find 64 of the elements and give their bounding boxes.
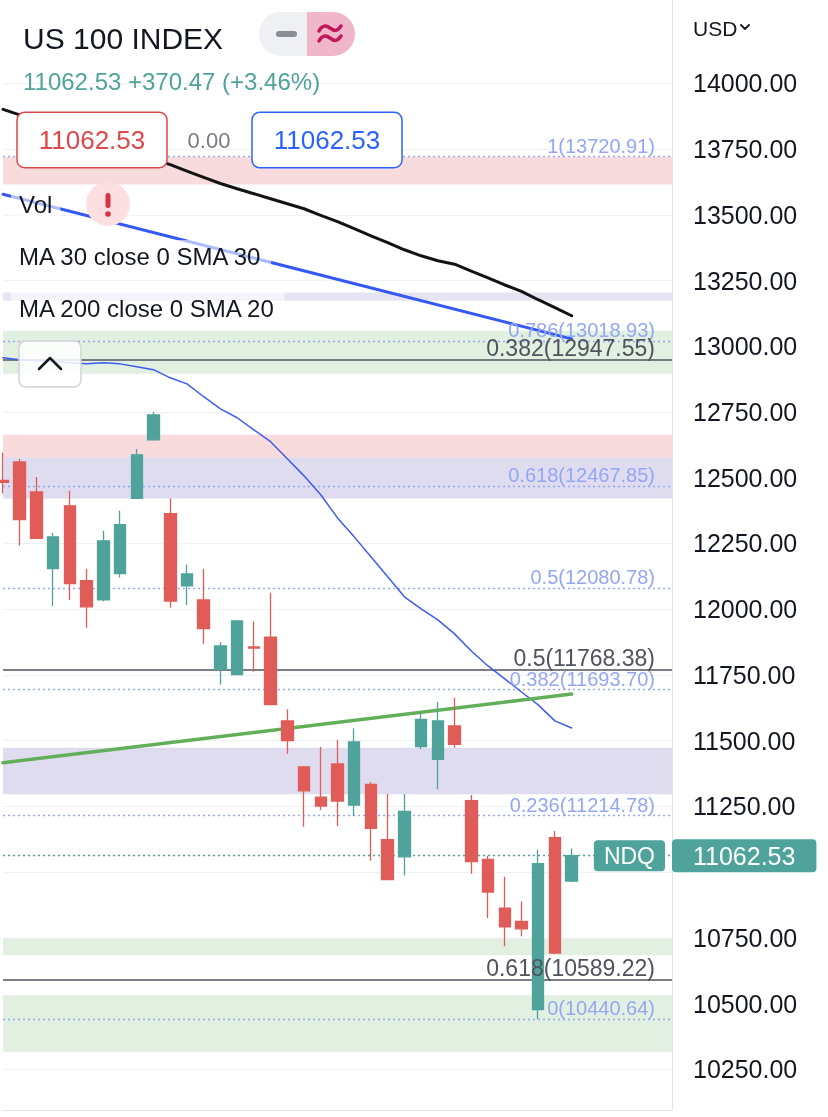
candlestick — [230, 620, 244, 676]
annotation: 11062.53 — [273, 125, 381, 155]
candlestick — [380, 793, 395, 881]
candlestick — [548, 830, 562, 955]
candlestick — [481, 855, 495, 919]
candlestick — [414, 712, 428, 750]
candlestick — [196, 568, 211, 645]
y-tick-label: 12500.00 — [693, 463, 798, 492]
candlestick — [130, 448, 144, 500]
candlestick — [347, 727, 361, 817]
candlestick — [180, 563, 194, 606]
candlestick — [12, 458, 27, 547]
y-tick-label: 10250.00 — [693, 1055, 798, 1084]
y-tick-label: 11500.00 — [693, 726, 796, 755]
candlestick — [146, 411, 161, 442]
candlestick — [163, 497, 178, 609]
candlestick — [79, 568, 94, 629]
annotation: 0.00 — [187, 127, 231, 153]
text: US 100 INDEX — [23, 21, 224, 55]
candlestick — [397, 793, 412, 877]
y-axis-title: USD — [693, 16, 738, 40]
candlestick — [96, 530, 111, 603]
annotation: 11062.53 — [38, 125, 146, 155]
text: 11062.53 — [693, 841, 796, 870]
annotation: MA 30 close 0 SMA 30 — [19, 242, 261, 270]
annotation: NDQ — [603, 842, 655, 869]
candlestick — [498, 876, 512, 947]
candlestick — [263, 592, 278, 706]
y-tick-label: 10500.00 — [693, 989, 798, 1018]
y-tick-label: 11250.00 — [693, 792, 796, 821]
y-tick-label: 13500.00 — [693, 200, 798, 229]
candlestick — [29, 476, 44, 540]
ref-line-label: 0.618(12467.85) — [508, 464, 655, 487]
candlestick — [330, 739, 345, 827]
candlestick — [113, 510, 127, 579]
ref-line-label: 0.5(12080.78) — [530, 565, 655, 588]
y-tick-label: 11750.00 — [693, 660, 796, 689]
candlestick — [63, 490, 77, 601]
y-tick-label: 13750.00 — [693, 135, 798, 164]
ref-line-label: 0.236(11214.78) — [509, 793, 655, 816]
y-tick-label: 10750.00 — [693, 923, 798, 952]
annotation: Vol — [19, 190, 53, 218]
ref-line-label: 1(13720.91) — [547, 134, 655, 157]
y-tick-label: 12000.00 — [693, 595, 798, 624]
text: 11062.53 +370.47 (+3.46%) — [23, 67, 321, 95]
y-tick-label: 14000.00 — [693, 69, 798, 98]
y-tick-label: 12750.00 — [693, 397, 798, 426]
ref-line-label: 0(10440.64) — [547, 997, 655, 1020]
y-tick-label: 13000.00 — [693, 332, 798, 361]
candlestick — [297, 765, 311, 828]
candlestick — [364, 781, 378, 862]
y-tick-label: 13250.00 — [693, 266, 798, 295]
candlestick — [464, 794, 479, 875]
candlestick — [314, 746, 328, 811]
annotation: MA 200 close 0 SMA 20 — [19, 294, 274, 322]
y-tick-label: 12250.00 — [693, 529, 798, 558]
candlestick — [280, 708, 295, 755]
candlestick — [447, 697, 462, 749]
ref-line-label: 0.5(11768.38) — [513, 644, 655, 671]
candlestick — [247, 620, 261, 673]
candlestick — [213, 641, 228, 686]
candlestick — [514, 900, 529, 937]
candlestick — [46, 532, 60, 607]
candlestick — [431, 701, 445, 790]
